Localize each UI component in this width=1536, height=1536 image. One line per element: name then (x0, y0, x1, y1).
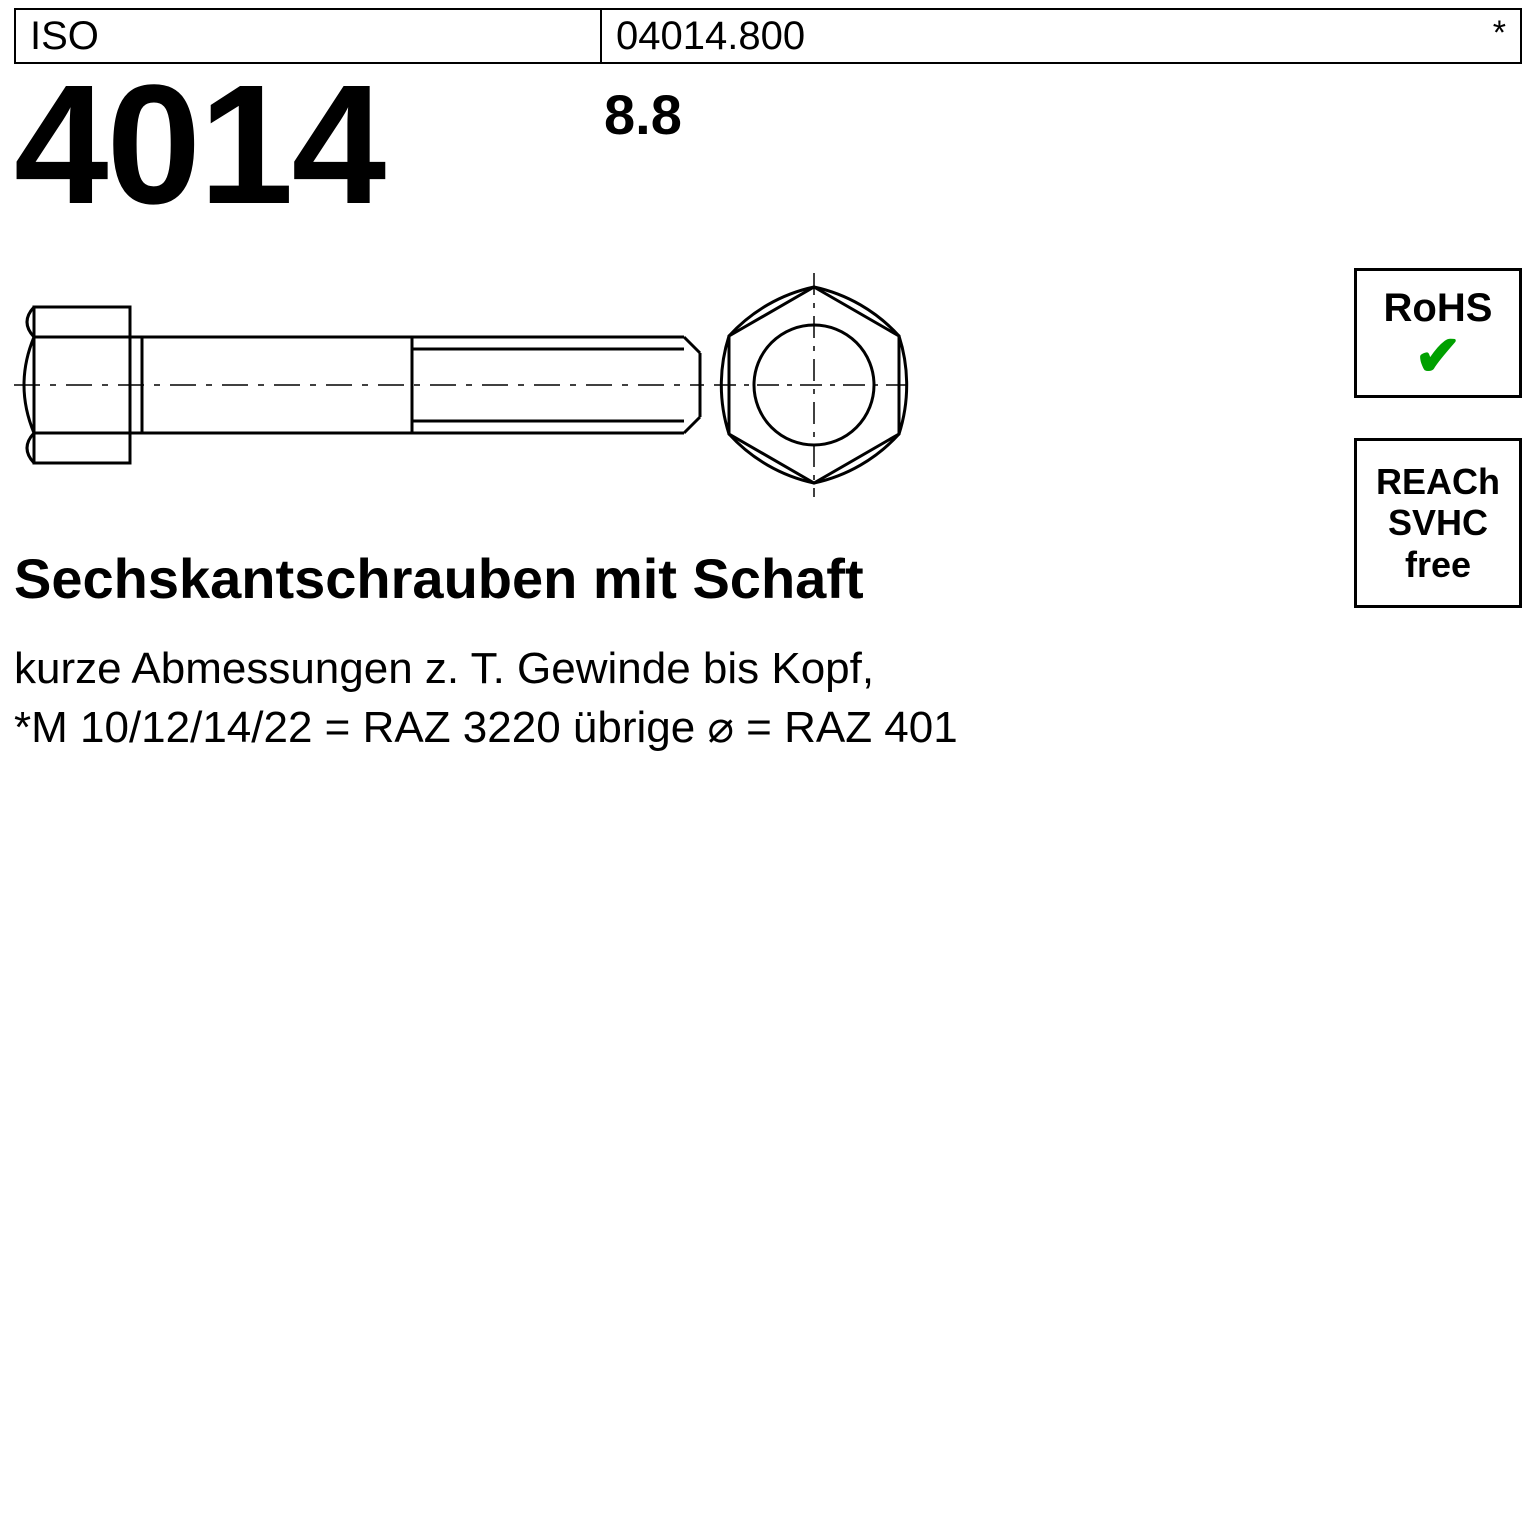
rohs-badge: RoHS ✔ (1354, 268, 1522, 398)
description-line-1: kurze Abmessungen z. T. Gewinde bis Kopf… (14, 644, 874, 694)
standard-number: 4014 (14, 60, 384, 230)
product-title: Sechskantschrauben mit Schaft (14, 546, 864, 611)
reach-badge: REACh SVHC free (1354, 438, 1522, 608)
grade-label: 8.8 (604, 82, 682, 147)
check-icon: ✔ (1415, 334, 1462, 379)
header-star: * (1493, 14, 1506, 53)
datasheet-page: ISO 04014.800 * 4014 8.8 (0, 0, 1536, 1536)
description-line-2: *M 10/12/14/22 = RAZ 3220 übrige ⌀ = RAZ… (14, 702, 958, 753)
bolt-diagram (14, 270, 914, 500)
header-code: 04014.800 (616, 14, 805, 59)
reach-line3: free (1405, 544, 1471, 585)
header-right-cell: 04014.800 * (602, 8, 1522, 64)
rohs-label: RoHS (1384, 288, 1493, 328)
reach-line2: SVHC (1388, 502, 1488, 543)
reach-line1: REACh (1376, 461, 1500, 502)
